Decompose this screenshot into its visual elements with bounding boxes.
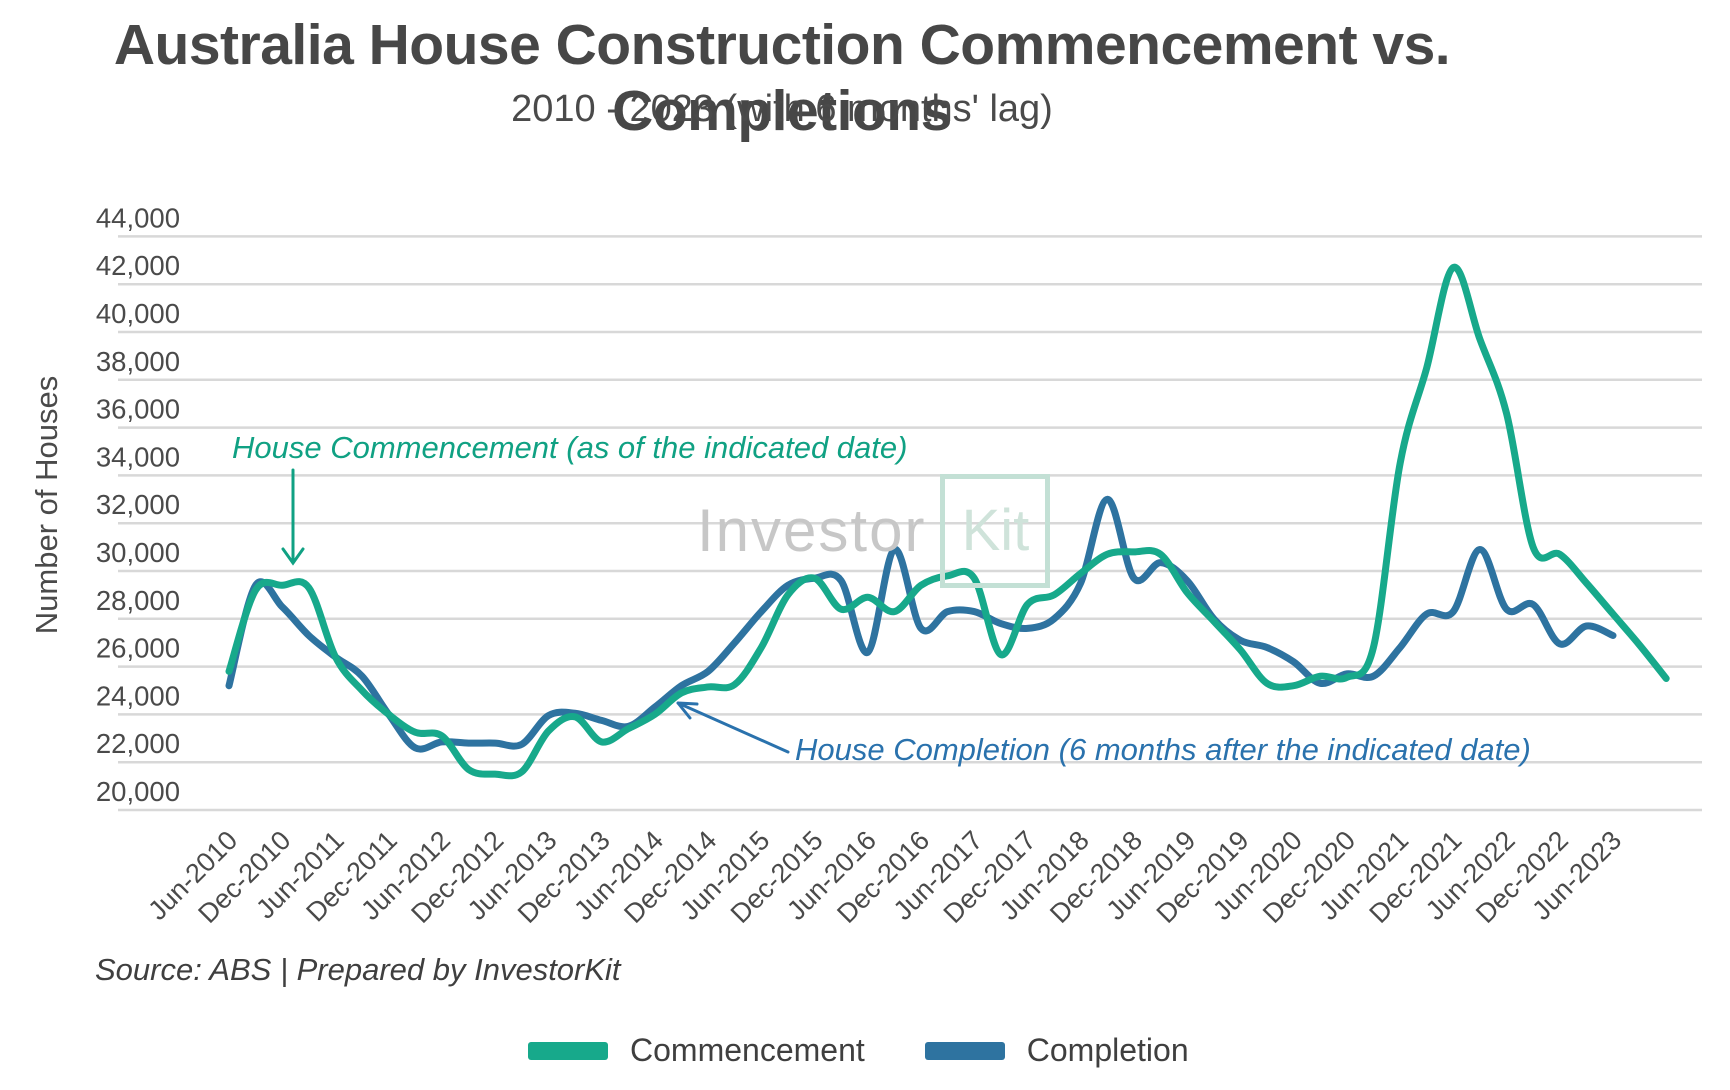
series-commencement <box>225 263 1670 780</box>
y-tick-label: 38,000 <box>96 346 180 377</box>
y-tick-label: 28,000 <box>96 585 180 616</box>
annotation-completion: House Completion (6 months after the ind… <box>795 732 1531 767</box>
y-axis-title: Number of Houses <box>29 376 64 634</box>
y-tick-label: 42,000 <box>96 250 180 281</box>
legend-item-completion: Completion <box>924 1032 1189 1069</box>
source-note: Source: ABS | Prepared by InvestorKit <box>95 952 621 987</box>
y-tick-label: 20,000 <box>96 776 180 807</box>
y-tick-label: 34,000 <box>96 441 180 472</box>
y-tick-label: 44,000 <box>96 202 180 233</box>
y-tick-label: 22,000 <box>96 728 180 759</box>
chart-subtitle: 2010 - 2023 (with 6 months' lag) <box>511 88 1053 130</box>
completion-label: Completion <box>1026 1032 1189 1068</box>
legend-item-commencement: Commencement <box>528 1032 865 1069</box>
chart-title: Australia House Construction Commencemen… <box>113 13 1451 143</box>
completion-swatch <box>924 1041 1005 1060</box>
commencement-label: Commencement <box>630 1032 865 1068</box>
legend: Commencement Completion <box>528 1032 1223 1069</box>
y-tick-label: 26,000 <box>96 633 180 664</box>
commencement-swatch <box>528 1041 608 1060</box>
y-tick-label: 36,000 <box>96 394 180 425</box>
series-completion <box>225 495 1617 753</box>
annotation-commencement: House Commencement (as of the indicated … <box>232 430 907 465</box>
commencement-arrow <box>281 468 305 566</box>
y-tick-label: 24,000 <box>96 680 180 711</box>
y-tick-label: 32,000 <box>96 489 180 520</box>
y-tick-label: 40,000 <box>96 298 180 329</box>
line-chart-canvas: 20,000 22,000 24,000 26,000 28,000 30,000 32,0… <box>29 202 1702 929</box>
y-tick-label: 30,000 <box>96 537 180 568</box>
completion-arrow <box>676 701 790 754</box>
